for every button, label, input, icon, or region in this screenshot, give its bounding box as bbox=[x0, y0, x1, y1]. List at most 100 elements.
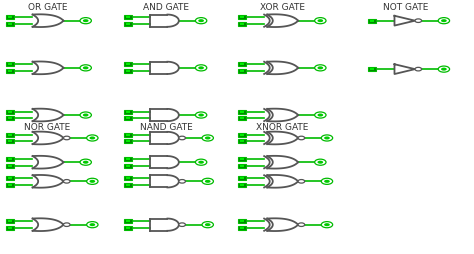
Bar bbox=[238, 226, 246, 230]
Text: NOR GATE: NOR GATE bbox=[24, 122, 71, 132]
Bar bbox=[126, 71, 130, 73]
Circle shape bbox=[83, 20, 89, 23]
Bar bbox=[124, 140, 132, 144]
Circle shape bbox=[205, 180, 210, 183]
Bar bbox=[240, 165, 244, 167]
Circle shape bbox=[198, 114, 204, 117]
Bar bbox=[126, 220, 130, 223]
Bar bbox=[238, 164, 246, 168]
Circle shape bbox=[324, 180, 330, 183]
Circle shape bbox=[298, 137, 305, 140]
Circle shape bbox=[83, 161, 89, 164]
Circle shape bbox=[90, 137, 95, 140]
Bar bbox=[6, 16, 14, 20]
Circle shape bbox=[80, 160, 91, 166]
Circle shape bbox=[202, 222, 213, 228]
Circle shape bbox=[202, 135, 213, 141]
Bar bbox=[238, 16, 246, 20]
Bar bbox=[238, 70, 246, 74]
Bar bbox=[240, 158, 244, 160]
Bar bbox=[124, 16, 132, 20]
Bar bbox=[8, 134, 12, 136]
Circle shape bbox=[318, 114, 323, 117]
Circle shape bbox=[195, 66, 207, 72]
Circle shape bbox=[87, 135, 98, 141]
Circle shape bbox=[315, 66, 326, 72]
Bar bbox=[126, 134, 130, 136]
Circle shape bbox=[64, 223, 70, 227]
Bar bbox=[240, 118, 244, 120]
Bar bbox=[238, 219, 246, 224]
Circle shape bbox=[87, 222, 98, 228]
Bar bbox=[6, 110, 14, 114]
Bar bbox=[6, 219, 14, 224]
Bar bbox=[126, 165, 130, 167]
Circle shape bbox=[90, 180, 95, 183]
Circle shape bbox=[315, 19, 326, 25]
Bar bbox=[124, 110, 132, 114]
Bar bbox=[8, 220, 12, 223]
Bar bbox=[238, 157, 246, 161]
Bar bbox=[6, 70, 14, 74]
Bar bbox=[8, 64, 12, 66]
Bar bbox=[6, 117, 14, 121]
Bar bbox=[368, 20, 376, 24]
Bar bbox=[238, 110, 246, 114]
Bar bbox=[240, 17, 244, 19]
Text: OR GATE: OR GATE bbox=[27, 3, 67, 12]
Bar bbox=[240, 220, 244, 223]
Bar bbox=[8, 111, 12, 113]
Circle shape bbox=[321, 179, 333, 185]
Bar bbox=[124, 226, 132, 230]
Text: AND GATE: AND GATE bbox=[143, 3, 189, 12]
Bar bbox=[238, 176, 246, 180]
Circle shape bbox=[80, 66, 91, 72]
Text: NOT GATE: NOT GATE bbox=[383, 3, 428, 12]
Bar bbox=[6, 176, 14, 180]
Bar bbox=[124, 133, 132, 137]
Bar bbox=[126, 64, 130, 66]
Bar bbox=[8, 184, 12, 186]
Bar bbox=[8, 177, 12, 179]
Circle shape bbox=[321, 135, 333, 141]
Circle shape bbox=[83, 114, 89, 117]
Bar bbox=[6, 133, 14, 137]
Text: NAND GATE: NAND GATE bbox=[139, 122, 192, 132]
Bar bbox=[126, 227, 130, 229]
Bar bbox=[124, 176, 132, 180]
Circle shape bbox=[315, 113, 326, 119]
Circle shape bbox=[83, 67, 89, 70]
Circle shape bbox=[179, 137, 185, 140]
Circle shape bbox=[324, 137, 330, 140]
Bar bbox=[6, 183, 14, 187]
Bar bbox=[238, 63, 246, 67]
Circle shape bbox=[198, 161, 204, 164]
Bar bbox=[6, 164, 14, 168]
Bar bbox=[240, 134, 244, 136]
Circle shape bbox=[80, 113, 91, 119]
Bar bbox=[240, 111, 244, 113]
Circle shape bbox=[198, 20, 204, 23]
Bar bbox=[240, 141, 244, 143]
Bar bbox=[124, 63, 132, 67]
Text: XNOR GATE: XNOR GATE bbox=[256, 122, 308, 132]
Bar bbox=[8, 141, 12, 143]
Circle shape bbox=[179, 223, 185, 227]
Bar bbox=[240, 24, 244, 26]
Circle shape bbox=[415, 68, 421, 72]
Bar bbox=[370, 21, 374, 23]
Circle shape bbox=[90, 223, 95, 226]
Circle shape bbox=[318, 161, 323, 164]
Circle shape bbox=[438, 19, 449, 25]
Bar bbox=[124, 183, 132, 187]
Bar bbox=[124, 219, 132, 224]
Bar bbox=[124, 23, 132, 27]
Bar bbox=[8, 71, 12, 73]
Bar bbox=[8, 165, 12, 167]
Circle shape bbox=[80, 19, 91, 25]
Bar bbox=[8, 118, 12, 120]
Bar bbox=[6, 157, 14, 161]
Bar bbox=[6, 140, 14, 144]
Circle shape bbox=[205, 137, 210, 140]
Circle shape bbox=[324, 223, 330, 226]
